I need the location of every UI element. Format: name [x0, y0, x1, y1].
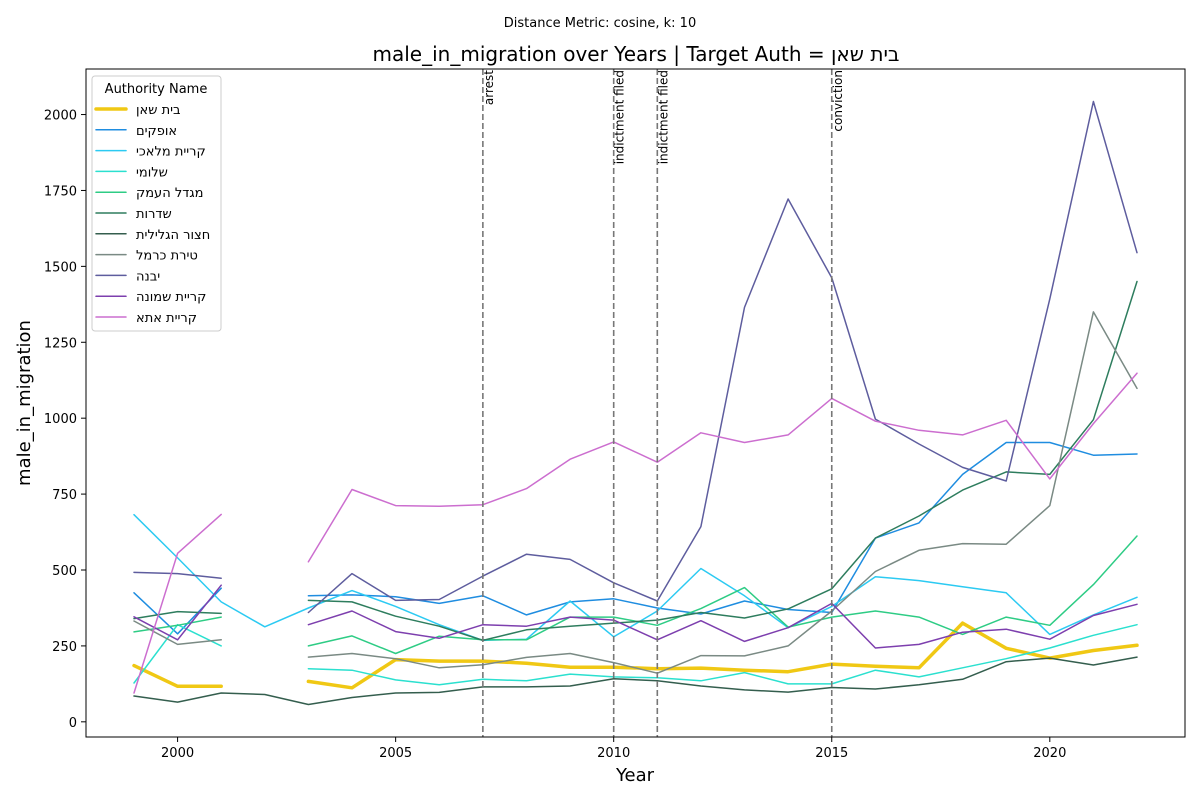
x-tick-label: 2010 — [597, 746, 630, 761]
legend-label-5: מגדל העמק — [136, 186, 204, 201]
x-axis: 2000 2005 2010 2015 2020 — [161, 737, 1066, 761]
y-tick-label: 2000 — [44, 109, 77, 124]
y-axis: 0 250 500 750 1000 1250 1500 1750 2000 — [44, 109, 86, 731]
y-tick-label: 1000 — [44, 412, 77, 427]
y-tick-label: 0 — [69, 716, 77, 731]
x-tick-label: 2000 — [161, 746, 194, 761]
legend-label-1: בית שאן — [136, 103, 181, 118]
legend: Authority Name בית שאן אופקים קריית מלאכי ש… — [92, 76, 221, 331]
legend-label-11: קריית אתא — [136, 311, 197, 326]
plot-frame — [86, 69, 1185, 737]
event-label-4: conviction — [831, 70, 845, 132]
event-label-2: indictment filed — [613, 70, 627, 164]
legend-label-7: חצור הגלילית — [136, 228, 210, 243]
y-tick-label: 1500 — [44, 260, 77, 275]
event-label-3: indictment filed — [656, 70, 670, 164]
series-line-7 — [134, 657, 1137, 704]
chart-suptitle: Distance Metric: cosine, k: 10 — [504, 16, 696, 31]
legend-label-10: קריית שמונה — [136, 290, 206, 305]
x-axis-label: Year — [615, 765, 655, 786]
x-tick-label: 2005 — [379, 746, 412, 761]
legend-label-9: יבנה — [136, 269, 160, 284]
series-line-11 — [134, 373, 1137, 693]
x-tick-label: 2020 — [1033, 746, 1066, 761]
legend-label-3: קריית מלאכי — [136, 145, 206, 160]
series-layer — [134, 102, 1137, 705]
y-tick-label: 1750 — [44, 184, 77, 199]
y-tick-label: 250 — [52, 640, 77, 655]
y-tick-label: 500 — [52, 564, 77, 579]
series-line-2 — [134, 443, 1137, 634]
y-axis-label: male_in_migration — [14, 320, 35, 486]
legend-label-8: טירת כרמל — [136, 249, 198, 264]
series-line-6 — [134, 282, 1137, 641]
event-label-1: arrest — [482, 70, 496, 105]
legend-label-4: שלומי — [136, 165, 168, 180]
y-tick-label: 1250 — [44, 336, 77, 351]
y-tick-label: 750 — [52, 488, 77, 503]
x-tick-label: 2015 — [815, 746, 848, 761]
series-line-4 — [134, 625, 1137, 685]
chart-title: male_in_migration over Years | Target Au… — [373, 42, 900, 66]
legend-label-6: שדרות — [136, 207, 172, 222]
series-line-9 — [134, 102, 1137, 613]
legend-label-2: אופקים — [136, 124, 177, 139]
legend-title: Authority Name — [105, 82, 208, 97]
